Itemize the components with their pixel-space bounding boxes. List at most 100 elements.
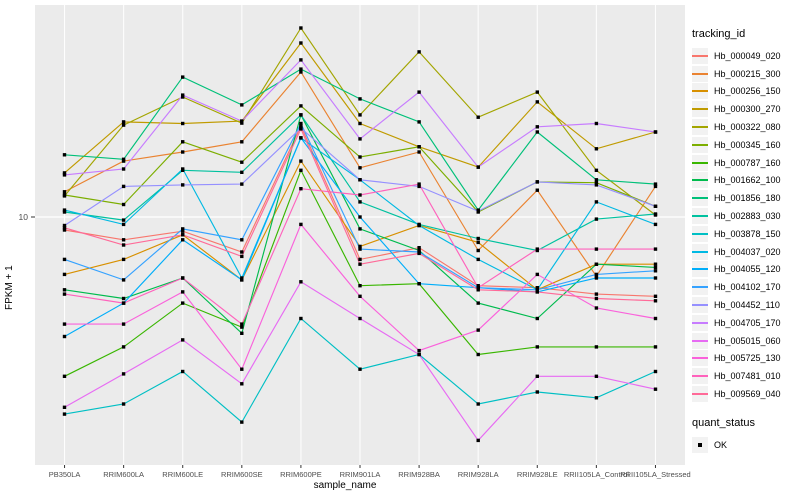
data-point [358,200,362,204]
data-point [299,58,303,62]
data-point [594,396,599,400]
data-point [62,412,67,416]
data-point [417,352,421,357]
legend-item-Hb_004705_170: Hb_004705_170 [692,314,800,332]
data-point [653,204,658,208]
y-axis-title: FPKM + 1 [4,265,15,310]
data-point [299,168,303,172]
data-point [240,121,244,125]
data-point [417,348,421,353]
legend-key-box [692,154,708,171]
legend-key-box [692,190,708,207]
data-point [121,402,126,406]
legend-label: Hb_003878_150 [714,228,781,239]
data-point [240,322,244,326]
data-point [417,251,421,256]
legend-key-line-icon [692,54,708,57]
legend-key-box [692,436,708,453]
data-point [653,316,658,321]
legend-key-box [692,332,708,349]
legend-key-box [692,243,708,260]
data-point [240,276,244,280]
data-point [181,121,185,126]
data-point [181,183,185,187]
legend-key-box [692,225,708,242]
legend-label: Hb_004452_110 [714,300,780,311]
data-point [535,247,539,251]
data-point [299,280,303,284]
legend-key-box [692,136,708,153]
data-point [358,97,362,101]
data-point [476,165,480,169]
data-point [240,119,244,123]
legend-key-box [692,261,708,278]
data-point [121,159,126,163]
data-point [594,168,599,172]
data-point [299,70,303,74]
legend-key-line-icon [692,232,708,235]
data-point [62,208,67,212]
legend-key-line-icon [692,108,708,111]
data-point [240,367,244,371]
data-point [62,228,67,232]
data-point [121,372,126,376]
data-point [594,292,599,296]
data-point [181,95,185,99]
legend-label: Hb_004705_170 [714,317,781,328]
legend-item-Hb_003878_150: Hb_003878_150 [692,225,800,243]
legend-item-Hb_000049_020: Hb_000049_020 [692,47,800,65]
legend: tracking_id Hb_000049_020 Hb_000215_300 Hb… [692,28,800,454]
data-point [594,296,599,301]
legend-item-Hb_007481_010: Hb_007481_010 [692,367,800,385]
x-tick-label: RRIM600SE [221,470,263,479]
data-point [62,171,67,175]
legend-key-line-icon [692,268,708,271]
legend-item-Hb_002883_030: Hb_002883_030 [692,207,800,225]
data-point [121,123,126,127]
data-point [594,121,599,126]
data-point [358,137,362,141]
data-point [181,93,185,97]
data-point [62,190,67,194]
data-point [358,155,362,159]
data-point [417,223,421,228]
data-point [62,374,67,378]
data-point [476,352,480,357]
legend-item-Hb_000215_300: Hb_000215_300 [692,65,800,83]
data-point [476,240,480,245]
legend-title-quant-status: quant_status [692,416,755,429]
data-point [358,257,362,262]
data-point [476,257,480,262]
legend-key-box [692,297,708,314]
data-point [653,345,658,349]
data-point [535,345,539,349]
data-point [358,316,362,321]
x-tick-label: RRIM928BA [398,470,440,479]
data-point [476,438,480,443]
legend-item-Hb_000300_270: Hb_000300_270 [692,100,800,118]
data-point [299,222,303,227]
legend-key-line-icon [692,126,708,129]
data-point [476,402,480,406]
data-point [181,150,185,154]
data-point [62,334,67,339]
x-tick-label: RRIM600LE [162,470,203,479]
data-point [121,184,126,189]
data-point [594,181,599,185]
data-point [594,345,599,349]
data-point [535,130,539,134]
data-point [121,345,126,349]
data-point [417,50,421,54]
legend-key-line-icon [692,286,708,289]
data-point [358,247,362,251]
data-point [476,288,480,292]
data-point [476,286,480,290]
data-point [358,193,362,197]
legend-item-Hb_004037_020: Hb_004037_020 [692,243,800,261]
data-point [476,328,480,332]
data-point [121,167,126,171]
data-point [240,325,244,329]
legend-key-box [692,65,708,82]
data-point [240,250,244,254]
legend-tracking-items: Hb_000049_020 Hb_000215_300 Hb_000256_150 H… [692,47,800,403]
